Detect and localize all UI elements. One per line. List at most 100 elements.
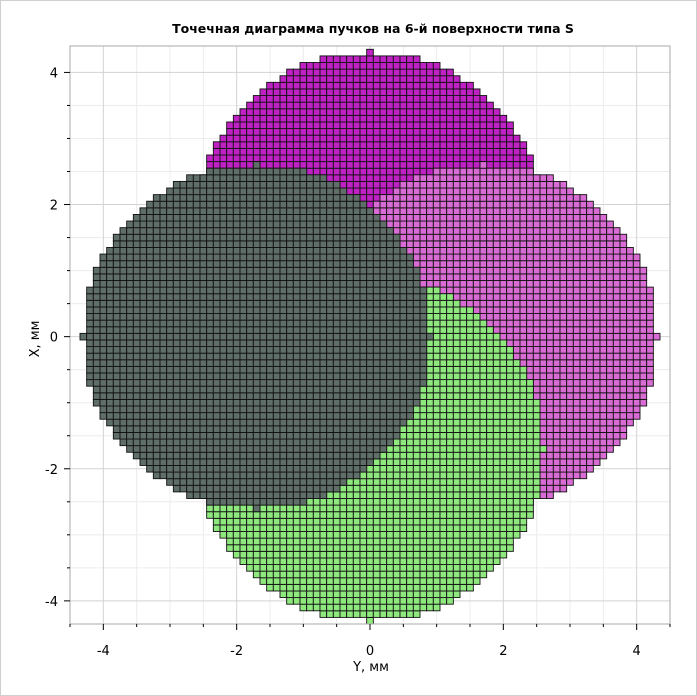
spot-point (306, 114, 314, 123)
spot-point (392, 114, 401, 123)
spot-point (399, 240, 408, 248)
spot-point (319, 570, 328, 579)
spot-point (566, 220, 574, 229)
spot-point (392, 75, 401, 83)
spot-point (646, 313, 654, 321)
spot-point (312, 590, 321, 599)
spot-point (399, 187, 408, 196)
spot-point (579, 233, 588, 242)
spot-point (479, 240, 488, 248)
spot-point (586, 458, 594, 466)
spot-point (619, 365, 628, 374)
spot-point (339, 68, 348, 77)
spot-point (452, 114, 461, 123)
spot-point (319, 114, 328, 123)
spot-point (452, 154, 461, 163)
spot-point (579, 471, 588, 480)
spot-point (272, 121, 281, 130)
spot-point (539, 213, 548, 222)
spot-point (566, 332, 574, 341)
spot-point (559, 412, 568, 420)
spot-point (379, 62, 388, 70)
spot-point (486, 128, 494, 136)
spot-point (219, 161, 228, 169)
spot-point (539, 299, 548, 308)
spot-point (439, 194, 448, 202)
spot-point (466, 167, 474, 176)
spot-point (486, 306, 494, 314)
spot-point (386, 200, 394, 209)
spot-point (266, 544, 274, 552)
spot-point (526, 174, 534, 182)
spot-point (232, 147, 241, 156)
spot-point (359, 161, 368, 169)
spot-point (466, 240, 474, 248)
spot-point (492, 247, 501, 255)
spot-point (506, 134, 514, 143)
spot-point (506, 207, 514, 215)
spot-point (286, 590, 294, 599)
spot-point (372, 194, 381, 202)
spot-point (439, 233, 448, 242)
spot-point (232, 121, 241, 130)
spot-point (252, 557, 261, 566)
spot-point (399, 174, 408, 182)
spot-point (472, 134, 481, 143)
spot-point (612, 438, 621, 447)
spot-point (572, 213, 581, 222)
spot-point (239, 537, 248, 546)
spot-point (319, 128, 328, 136)
spot-point (606, 240, 614, 248)
spot-point (432, 114, 441, 123)
spot-point (279, 577, 288, 585)
spot-point (392, 187, 401, 196)
spot-point (426, 114, 434, 123)
spot-point (386, 167, 394, 176)
spot-point (519, 147, 528, 156)
spot-point (506, 299, 514, 308)
spot-point (332, 167, 341, 176)
spot-point (446, 134, 454, 143)
spot-point (386, 68, 394, 77)
spot-point (606, 405, 614, 414)
spot-point (466, 220, 474, 229)
spot-point (439, 207, 448, 215)
spot-point (559, 359, 568, 367)
spot-point (299, 95, 308, 103)
spot-point (212, 147, 221, 156)
spot-point (619, 326, 628, 334)
spot-point (486, 207, 494, 215)
spot-point (519, 346, 528, 354)
spot-point (506, 319, 514, 328)
spot-point (572, 313, 581, 321)
spot-point (499, 293, 508, 301)
spot-point (259, 564, 268, 572)
spot-point (386, 207, 394, 215)
spot-point (619, 240, 628, 248)
spot-point (452, 167, 461, 176)
spot-point (432, 121, 441, 130)
spot-point (532, 293, 541, 301)
spot-point (606, 352, 614, 361)
spot-point (306, 517, 314, 526)
spot-point (459, 180, 468, 189)
spot-point (626, 352, 634, 361)
spot-point (499, 260, 508, 268)
spot-point (479, 174, 488, 182)
spot-point (586, 425, 594, 433)
spot-point (332, 88, 341, 97)
spot-point (232, 154, 241, 163)
spot-point (379, 174, 388, 182)
spot-point (266, 577, 274, 585)
spot-point (632, 346, 641, 354)
spot-point (446, 273, 454, 281)
spot-point (232, 537, 241, 546)
spot-point (479, 121, 488, 130)
spot-point (626, 412, 634, 420)
spot-point (519, 339, 528, 348)
spot-point (592, 352, 601, 361)
spot-point (559, 458, 568, 466)
spot-point (466, 227, 474, 235)
spot-point (286, 583, 294, 592)
spot-point (432, 134, 441, 143)
